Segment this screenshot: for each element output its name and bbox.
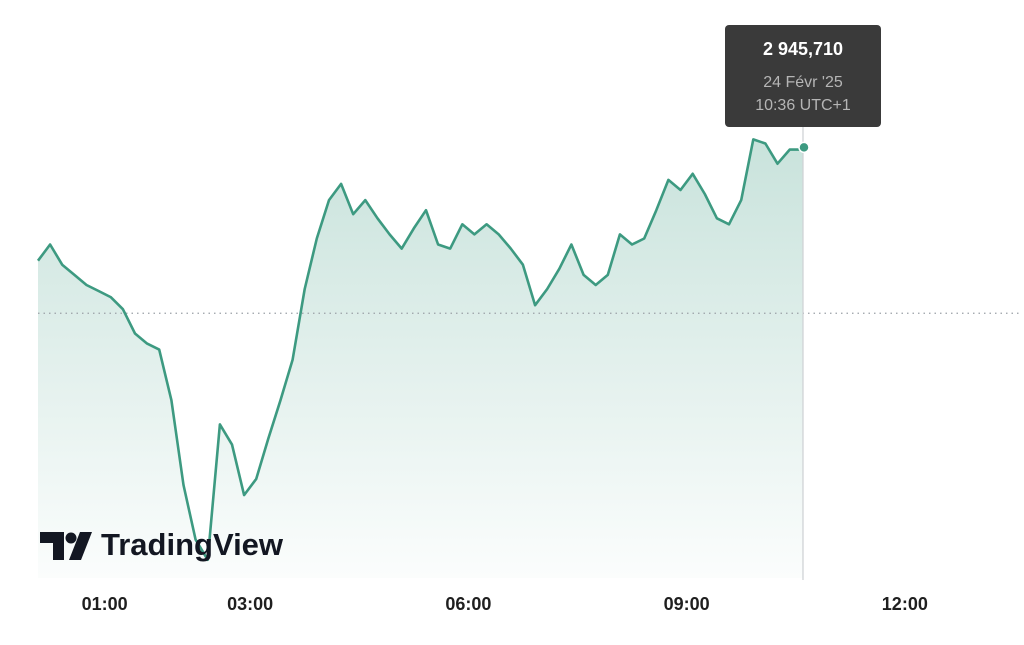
x-tick-label: 01:00	[82, 594, 128, 614]
logo-shape	[69, 532, 92, 560]
tooltip-time: 10:36 UTC+1	[755, 97, 851, 114]
x-tick-label: 03:00	[227, 594, 273, 614]
price-marker	[798, 141, 810, 154]
logo-shape	[40, 532, 64, 560]
x-tick-label: 06:00	[445, 594, 491, 614]
tooltip-value: 2 945,710	[763, 39, 843, 59]
plot-area	[36, 138, 1020, 578]
watermark: TradingView	[101, 527, 284, 562]
watermark-logo: TradingView	[40, 527, 284, 562]
area-fill	[38, 139, 803, 578]
tooltip-box	[725, 25, 881, 127]
price-line	[36, 138, 805, 562]
x-tick-label: 09:00	[664, 594, 710, 614]
logo-dot	[65, 532, 77, 544]
tooltip-date: 24 Févr '25	[763, 74, 843, 91]
tooltip: 2 945,710 24 Févr '25 10:36 UTC+1	[725, 25, 881, 580]
x-tick-label: 12:00	[882, 594, 928, 614]
